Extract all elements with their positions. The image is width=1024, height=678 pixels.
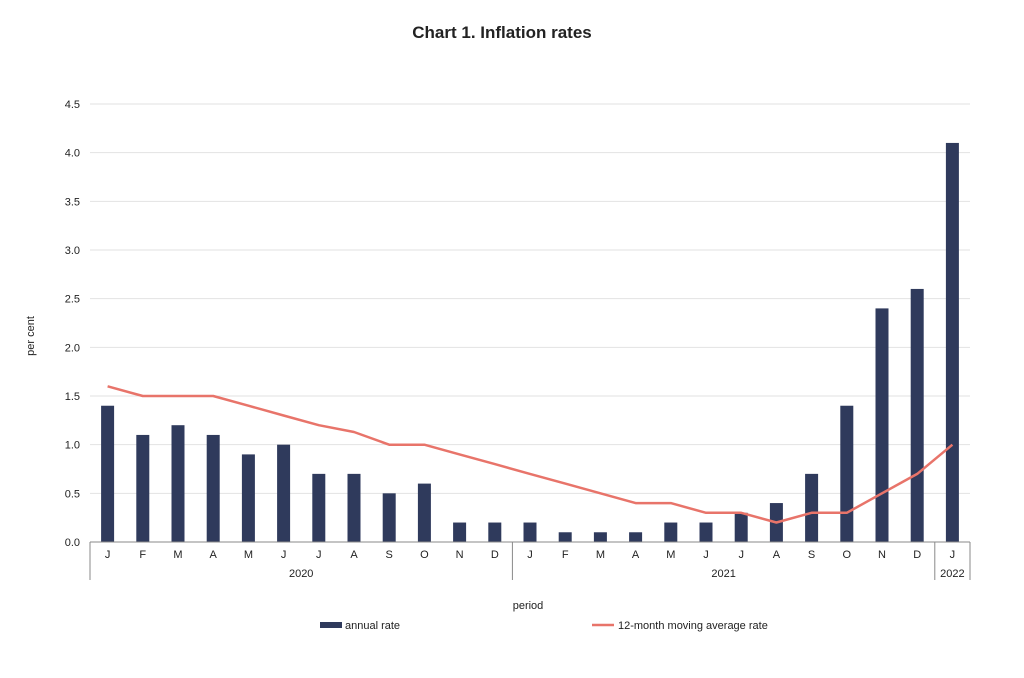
year-label: 2020 [289, 568, 313, 580]
x-tick-label: O [420, 549, 429, 561]
y-tick-label: 3.5 [65, 196, 80, 208]
bar-annual-rate [417, 483, 431, 542]
y-tick-label: 2.5 [65, 294, 80, 306]
x-tick-label: J [105, 549, 111, 561]
y-tick-label: 0.5 [65, 488, 80, 500]
x-axis-label: period [513, 600, 544, 612]
x-tick-label: O [843, 549, 852, 561]
bar-annual-rate [312, 473, 326, 542]
x-tick-label: D [491, 549, 499, 561]
y-axis-label: per cent [25, 316, 37, 356]
y-tick-label: 4.5 [65, 99, 80, 111]
bar-annual-rate [558, 532, 572, 542]
bar-annual-rate [171, 425, 185, 542]
line-moving-average-rate [107, 385, 954, 524]
bars [101, 142, 959, 542]
y-tick-label: 3.0 [65, 245, 80, 257]
x-tick-label: J [950, 549, 956, 561]
x-tick-label: S [386, 549, 393, 561]
x-tick-label: A [632, 549, 640, 561]
y-tick-label: 4.0 [65, 148, 80, 160]
y-tick-label: 0.0 [65, 537, 80, 549]
year-label: 2022 [940, 568, 964, 580]
bar-annual-rate [910, 288, 924, 542]
bar-annual-rate [805, 473, 819, 542]
bar-annual-rate [699, 522, 713, 542]
x-tick-label: J [281, 549, 287, 561]
x-tick-label: M [244, 549, 253, 561]
x-tick-label: M [666, 549, 675, 561]
x-tick-label: S [808, 549, 815, 561]
x-tick-label: A [350, 549, 358, 561]
x-tick-label: J [527, 549, 533, 561]
bar-annual-rate [945, 142, 959, 542]
bar-annual-rate [840, 405, 854, 542]
chart-title: Chart 1. Inflation rates [412, 23, 591, 42]
x-tick-label: J [738, 549, 744, 561]
bar-annual-rate [101, 405, 115, 542]
x-tick-label: N [456, 549, 464, 561]
bar-annual-rate [347, 473, 361, 542]
bar-annual-rate [734, 512, 748, 542]
legend-label-annual-rate: annual rate [345, 620, 400, 632]
x-tick-label: M [173, 549, 182, 561]
bar-annual-rate [453, 522, 467, 542]
y-axis-ticks: 0.0 0.5 1.0 1.5 2.0 2.5 3.0 3.5 4.0 4.5 [65, 99, 80, 549]
x-tick-label: A [773, 549, 781, 561]
legend: annual rate 12-month moving average rate [320, 620, 768, 632]
bar-annual-rate [136, 434, 150, 542]
legend-label-moving-average: 12-month moving average rate [618, 620, 768, 632]
bar-annual-rate [277, 444, 291, 542]
x-tick-label: F [139, 549, 146, 561]
bar-annual-rate [664, 522, 678, 542]
bar-annual-rate [875, 308, 889, 542]
gridlines [90, 103, 970, 494]
x-tick-label: M [596, 549, 605, 561]
bar-annual-rate [523, 522, 537, 542]
bar-annual-rate [241, 454, 255, 542]
bar-annual-rate [593, 532, 607, 542]
legend-swatch-annual-rate [320, 622, 342, 628]
bar-annual-rate [629, 532, 643, 542]
bar-annual-rate [382, 493, 396, 542]
x-tick-label: A [210, 549, 218, 561]
x-tick-label: N [878, 549, 886, 561]
y-tick-label: 2.0 [65, 342, 80, 354]
y-tick-label: 1.0 [65, 440, 80, 452]
x-tick-label: J [316, 549, 322, 561]
x-tick-label: F [562, 549, 569, 561]
x-tick-label: J [703, 549, 709, 561]
bar-annual-rate [206, 434, 220, 542]
year-label: 2021 [711, 568, 735, 580]
bar-annual-rate [488, 522, 502, 542]
y-tick-label: 1.5 [65, 391, 80, 403]
moving-average-line [107, 385, 954, 524]
x-tick-label: D [913, 549, 921, 561]
